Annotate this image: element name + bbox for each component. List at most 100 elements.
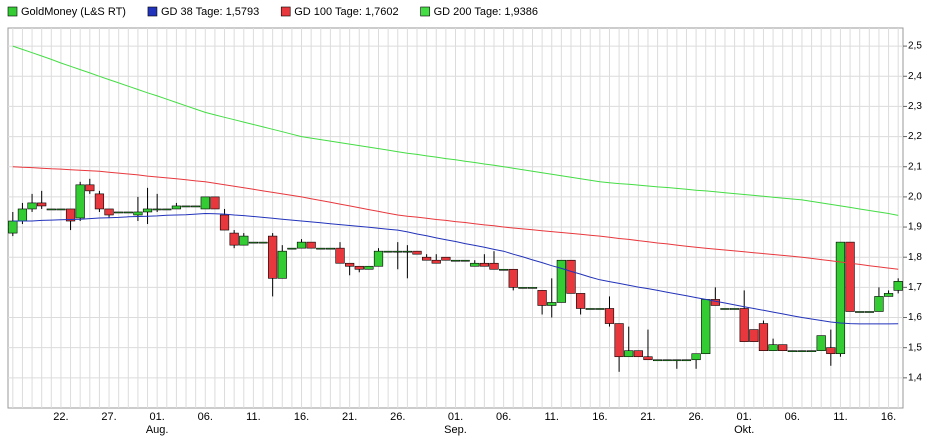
x-tick-label: 26. xyxy=(688,411,703,423)
candle-body xyxy=(94,193,105,210)
month-label: Okt. xyxy=(734,424,754,436)
moving-average-line xyxy=(12,212,899,325)
candle-body xyxy=(277,250,287,279)
candle-body xyxy=(123,211,133,214)
candle-body xyxy=(364,265,374,270)
candle-body xyxy=(200,196,210,210)
candle-body xyxy=(162,208,172,211)
x-tick-label: 21. xyxy=(640,411,655,423)
candle-body xyxy=(470,262,480,267)
candle-body xyxy=(739,308,749,342)
x-tick-label: 16. xyxy=(592,411,607,423)
candle-body xyxy=(527,287,538,289)
candle-body xyxy=(325,247,336,250)
candle-body xyxy=(75,184,85,219)
candle-body xyxy=(287,247,297,250)
candle-body xyxy=(566,259,576,294)
candle-body xyxy=(450,259,461,262)
x-tick-label: 01. xyxy=(448,411,463,423)
candle-body xyxy=(787,350,797,352)
legend-label: GoldMoney (L&S RT) xyxy=(21,6,126,18)
candle-body xyxy=(855,311,865,313)
candle-body xyxy=(835,241,846,355)
candle-body xyxy=(643,356,653,361)
candle-body xyxy=(402,250,412,253)
candle-body xyxy=(864,311,874,313)
candle-body xyxy=(489,262,499,270)
candle-body xyxy=(65,208,76,222)
candle-body xyxy=(768,344,778,351)
candle-body xyxy=(672,359,682,362)
legend-swatch xyxy=(7,6,18,17)
candle-body xyxy=(479,262,489,267)
candle-body xyxy=(681,359,692,362)
candle-body xyxy=(258,241,268,244)
candle-body xyxy=(37,202,47,207)
candle-body xyxy=(575,293,586,309)
y-tick-label: 1,8 xyxy=(908,252,922,263)
x-tick-label: 16. xyxy=(294,411,309,423)
candle-body xyxy=(691,353,701,361)
candle-body xyxy=(104,208,114,216)
candle-body xyxy=(114,211,124,214)
candle-body xyxy=(845,241,855,312)
x-tick-label: 06. xyxy=(198,411,213,423)
candle-body xyxy=(701,299,711,355)
candle-body xyxy=(412,250,422,255)
candle-body xyxy=(652,359,663,362)
candle-body xyxy=(345,262,355,267)
candle-body xyxy=(806,350,817,352)
x-tick-label: 11. xyxy=(544,411,558,423)
candle-body xyxy=(778,344,788,351)
candle-body xyxy=(171,205,182,210)
candle-body xyxy=(585,308,595,310)
y-tick-label: 2,0 xyxy=(908,192,922,203)
x-tick-label: 27. xyxy=(101,411,116,423)
candle-body xyxy=(422,256,432,261)
candle-body xyxy=(210,196,220,210)
candle-body xyxy=(373,250,384,267)
candle-body xyxy=(633,350,643,358)
candle-body xyxy=(306,241,316,249)
candle-body xyxy=(604,308,615,324)
candle-body xyxy=(383,250,393,253)
candle-body xyxy=(797,350,807,352)
x-tick-label: 21. xyxy=(342,411,357,423)
candle-body xyxy=(826,347,836,355)
candle-body xyxy=(46,208,56,211)
y-tick-label: 2,4 xyxy=(908,71,922,82)
x-tick-label: 06. xyxy=(496,411,511,423)
legend-label: GD 38 Tage: 1,5793 xyxy=(161,6,259,18)
x-tick-label: 11. xyxy=(246,411,260,423)
month-label: Sep. xyxy=(444,424,467,436)
moving-average-line xyxy=(12,45,899,216)
candle-body xyxy=(229,232,239,246)
candle-body xyxy=(431,259,441,264)
x-tick-label: 16. xyxy=(881,411,896,423)
candle-body xyxy=(893,281,903,291)
candle-body xyxy=(316,247,326,250)
y-tick-label: 2,1 xyxy=(908,161,922,172)
candle-body xyxy=(508,268,518,288)
candle-body xyxy=(268,235,278,279)
candle-body xyxy=(749,329,759,342)
candle-body xyxy=(499,268,509,271)
candle-body xyxy=(335,247,345,264)
legend-swatch xyxy=(420,6,430,17)
y-tick-label: 1,9 xyxy=(908,222,922,233)
candle-body xyxy=(595,308,605,310)
x-tick-label: 01. xyxy=(150,411,165,423)
month-label: Aug. xyxy=(146,424,169,436)
candle-body xyxy=(662,359,672,362)
x-tick-label: 11. xyxy=(833,411,847,423)
candle-body xyxy=(354,265,364,270)
candle-body xyxy=(219,214,230,231)
candle-body xyxy=(883,293,894,297)
candle-body xyxy=(816,335,826,351)
candle-body xyxy=(152,208,162,211)
candle-body xyxy=(624,350,634,358)
candle-body xyxy=(518,287,528,289)
candle-body xyxy=(441,256,451,261)
y-tick-label: 1,7 xyxy=(908,282,922,293)
